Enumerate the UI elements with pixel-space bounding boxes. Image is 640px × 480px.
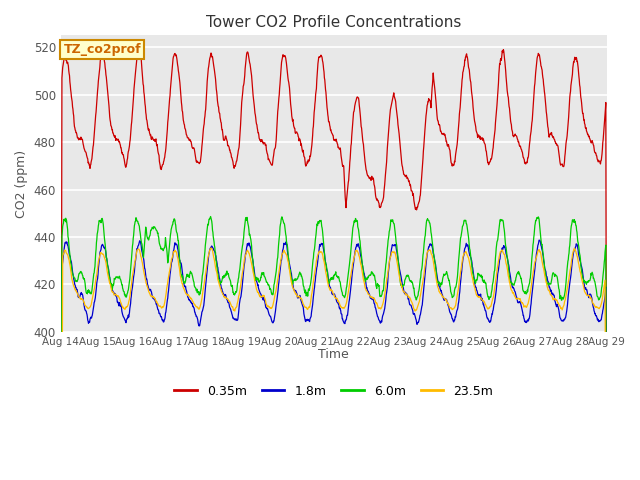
6.0m <box>538 241 546 247</box>
Line: 23.5m: 23.5m <box>61 248 607 480</box>
6.0m <box>207 214 214 219</box>
23.5m <box>419 280 426 286</box>
0.35m <box>419 166 426 172</box>
1.8m <box>538 247 546 252</box>
0.35m <box>490 140 497 145</box>
Line: 0.35m: 0.35m <box>61 49 607 480</box>
1.8m <box>165 284 173 289</box>
1.8m <box>419 302 426 308</box>
1.8m <box>490 305 497 311</box>
23.5m <box>538 259 546 264</box>
0.35m <box>179 108 186 114</box>
23.5m <box>490 291 498 297</box>
0.35m <box>538 67 546 73</box>
23.5m <box>179 281 186 287</box>
1.8m <box>179 266 186 272</box>
23.5m <box>240 264 248 269</box>
X-axis label: Time: Time <box>318 348 349 361</box>
Line: 6.0m: 6.0m <box>61 216 607 480</box>
6.0m <box>179 275 186 280</box>
23.5m <box>207 245 215 251</box>
1.8m <box>535 237 543 243</box>
Legend: 0.35m, 1.8m, 6.0m, 23.5m: 0.35m, 1.8m, 6.0m, 23.5m <box>169 380 498 403</box>
Line: 1.8m: 1.8m <box>61 240 607 480</box>
0.35m <box>165 106 173 111</box>
23.5m <box>165 272 173 278</box>
Y-axis label: CO2 (ppm): CO2 (ppm) <box>15 150 28 218</box>
Text: TZ_co2prof: TZ_co2prof <box>63 43 141 56</box>
0.35m <box>239 84 247 89</box>
6.0m <box>165 250 173 256</box>
6.0m <box>490 272 498 278</box>
0.35m <box>500 47 508 52</box>
1.8m <box>239 272 247 278</box>
6.0m <box>419 257 426 263</box>
6.0m <box>240 235 248 241</box>
Title: Tower CO2 Profile Concentrations: Tower CO2 Profile Concentrations <box>206 15 461 30</box>
